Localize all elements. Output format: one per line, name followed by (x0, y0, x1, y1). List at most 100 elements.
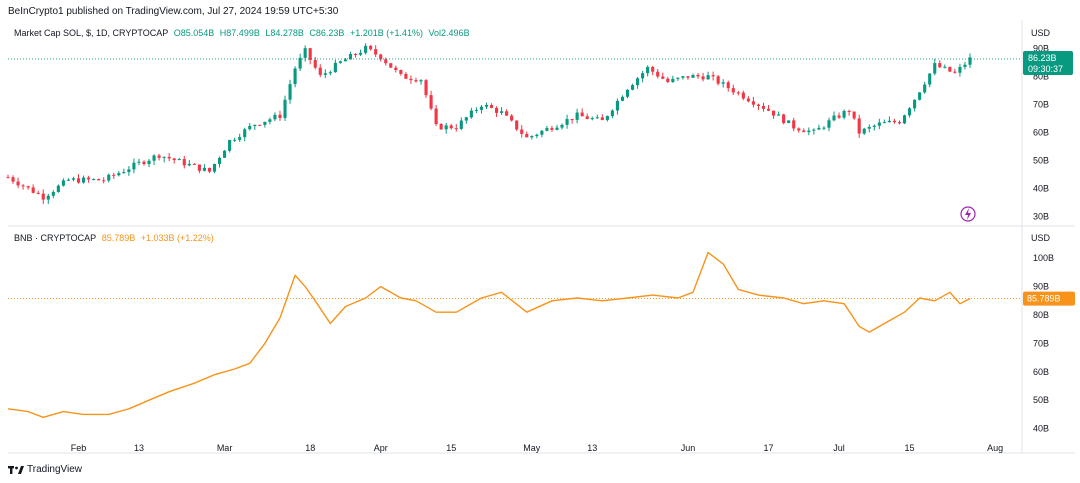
price-flag-value: 85.789B (1027, 294, 1061, 304)
candle (918, 92, 922, 100)
y-tick-label: 60B (1033, 127, 1049, 137)
candle (419, 80, 423, 82)
candle (812, 129, 816, 131)
candle (132, 162, 136, 170)
candle (263, 121, 267, 125)
candle (81, 177, 86, 183)
candle (842, 110, 846, 118)
candle (555, 127, 559, 130)
y-tick-label: 70B (1033, 338, 1049, 348)
candle (434, 108, 438, 125)
candle (580, 112, 584, 117)
candle (308, 48, 312, 60)
x-tick-label: 13 (587, 443, 597, 453)
x-tick-label: Aug (987, 443, 1003, 453)
y-tick-label: 80B (1033, 310, 1049, 320)
candle (600, 117, 604, 121)
candle (454, 128, 458, 130)
candle (852, 111, 856, 119)
candle (243, 129, 247, 138)
y-tick-label: 80B (1033, 71, 1049, 81)
y-tick-label: 90B (1033, 282, 1049, 292)
price-flag (1023, 50, 1073, 75)
candle (142, 161, 146, 165)
candle (202, 167, 206, 171)
candle (666, 78, 670, 83)
candle (494, 107, 499, 113)
tradingview-logo[interactable]: TradingView (8, 464, 82, 475)
candle (520, 129, 524, 134)
y-tick-label: 90B (1033, 43, 1049, 53)
candle (923, 84, 927, 93)
candle (328, 72, 332, 74)
candle (389, 63, 393, 68)
candle (701, 76, 705, 80)
price-flag-value: 86.23B (1028, 53, 1057, 63)
candle (530, 135, 534, 138)
candle (545, 128, 549, 131)
bnb-change: +1.033B (+1.22%) (140, 233, 214, 243)
x-tick-label: 13 (134, 443, 144, 453)
candle (479, 106, 484, 110)
y-tick-label: 60B (1033, 367, 1049, 377)
candle (958, 66, 962, 73)
candle (787, 120, 791, 124)
sol-symbol[interactable]: Market Cap SOL, $, 1D, CRYPTOCAP (14, 28, 169, 38)
candle (288, 84, 292, 100)
candle (439, 124, 443, 130)
candle (590, 118, 594, 120)
candle (414, 80, 418, 82)
candle (424, 80, 428, 96)
x-tick-label: May (523, 443, 541, 453)
candle (303, 48, 307, 58)
candle (525, 133, 529, 138)
candle (550, 128, 554, 130)
candle (41, 193, 45, 200)
candle (897, 122, 902, 124)
candle (877, 122, 881, 126)
candle (751, 101, 755, 105)
candle (822, 127, 826, 129)
candle (902, 115, 907, 124)
candle (394, 67, 398, 71)
candle (399, 70, 403, 74)
candle (706, 75, 710, 80)
candle (429, 95, 433, 109)
candle (177, 159, 181, 161)
candle (273, 114, 277, 120)
candle (489, 105, 494, 108)
sol-high: H87.499B (219, 28, 260, 38)
candle (258, 124, 262, 126)
candle (217, 157, 222, 164)
candle (343, 59, 348, 62)
candle (484, 105, 489, 107)
candle (469, 110, 473, 118)
y-tick-label: 100B (1033, 253, 1054, 263)
candle (409, 78, 413, 81)
candle (167, 156, 171, 159)
candle (641, 73, 645, 79)
candle (636, 78, 640, 86)
lightning-icon[interactable] (960, 206, 976, 222)
candle (646, 66, 650, 74)
candle (887, 120, 891, 123)
candle (651, 66, 655, 72)
candle (721, 82, 725, 84)
candle (92, 179, 96, 181)
candle (736, 92, 740, 94)
candle (610, 110, 614, 117)
candle (253, 124, 257, 127)
x-tick-label: Jul (833, 443, 845, 453)
candle (359, 52, 363, 55)
bnb-symbol[interactable]: BNB · CRYPTOCAP (14, 233, 97, 243)
candle (907, 108, 912, 116)
candle (152, 155, 156, 161)
candle (137, 161, 141, 163)
x-tick-label: Apr (374, 443, 388, 453)
currency-label: USD (1031, 28, 1051, 38)
candle (777, 114, 781, 116)
candle (374, 49, 378, 55)
candle (212, 163, 217, 172)
candle (817, 127, 821, 130)
